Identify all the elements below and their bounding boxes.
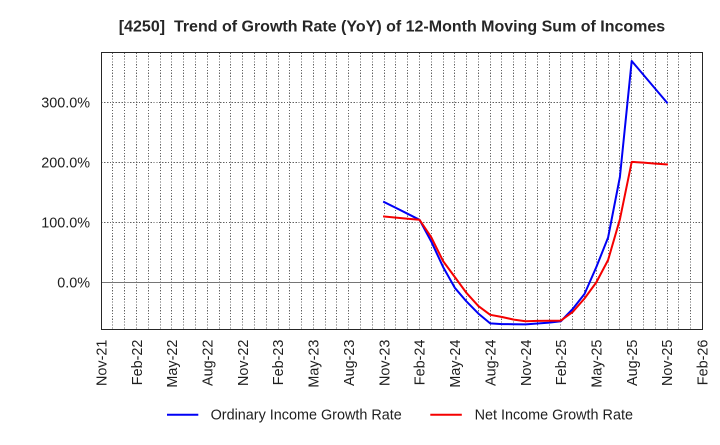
svg-text:Feb-26: Feb-26 (696, 340, 712, 386)
svg-text:Feb-22: Feb-22 (130, 340, 146, 386)
svg-text:Aug-25: Aug-25 (625, 340, 641, 386)
svg-text:Aug-23: Aug-23 (342, 340, 358, 386)
svg-text:200.0%: 200.0% (41, 156, 90, 172)
svg-text:May-22: May-22 (165, 340, 181, 388)
svg-text:Nov-21: Nov-21 (94, 340, 110, 386)
svg-text:Aug-24: Aug-24 (483, 340, 499, 386)
svg-text:Net Income Growth Rate: Net Income Growth Rate (475, 407, 633, 423)
svg-text:[4250] Trend of Growth Rate (: [4250] Trend of Growth Rate (YoY) of 12-… (119, 19, 666, 36)
svg-text:May-25: May-25 (590, 340, 606, 388)
svg-text:0.0%: 0.0% (57, 275, 90, 291)
svg-text:Nov-23: Nov-23 (377, 340, 393, 386)
svg-text:Feb-23: Feb-23 (271, 340, 287, 386)
svg-text:Nov-25: Nov-25 (660, 340, 676, 386)
svg-text:May-24: May-24 (448, 340, 464, 388)
svg-text:May-23: May-23 (307, 340, 323, 388)
svg-text:Nov-24: Nov-24 (519, 340, 535, 386)
svg-text:Feb-24: Feb-24 (413, 340, 429, 386)
svg-text:Nov-22: Nov-22 (236, 340, 252, 386)
svg-text:300.0%: 300.0% (41, 96, 90, 112)
svg-text:Feb-25: Feb-25 (554, 340, 570, 386)
svg-text:100.0%: 100.0% (41, 216, 90, 232)
svg-text:Ordinary Income Growth Rate: Ordinary Income Growth Rate (211, 407, 402, 423)
svg-text:Aug-22: Aug-22 (201, 340, 217, 386)
